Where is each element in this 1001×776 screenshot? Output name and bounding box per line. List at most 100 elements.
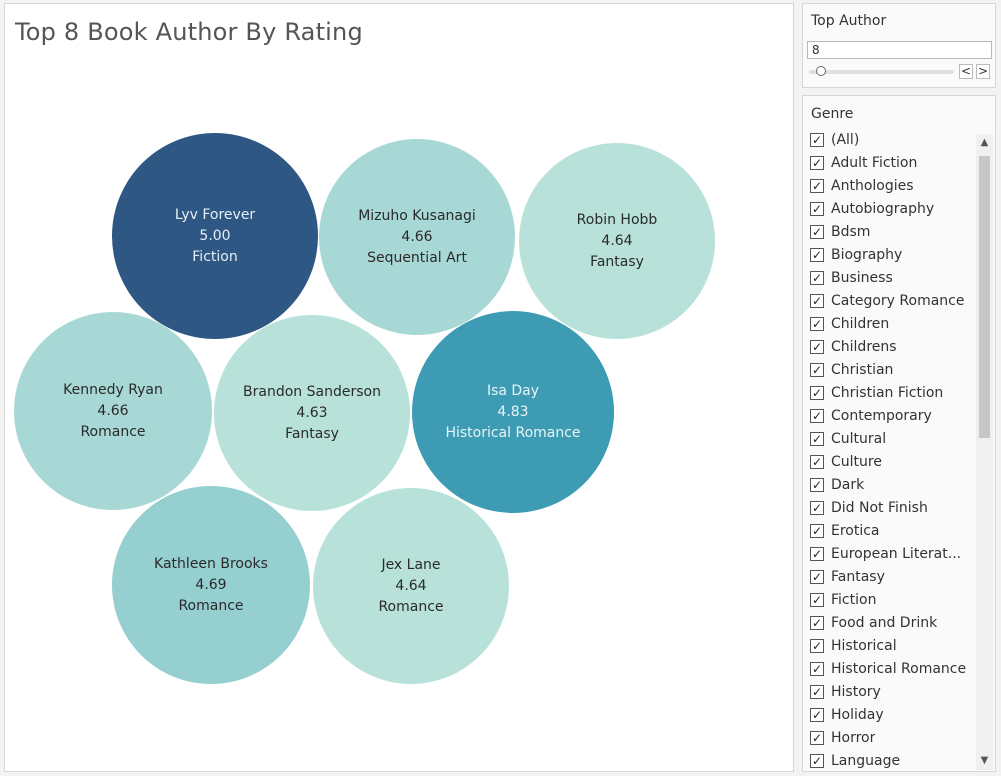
bubble-author: Kathleen Brooks: [154, 555, 268, 572]
genre-label: Food and Drink: [831, 615, 938, 631]
checkbox-checked-icon[interactable]: ✓: [810, 754, 824, 768]
genre-label: Christian Fiction: [831, 385, 944, 401]
top-author-slider-track[interactable]: [809, 70, 954, 74]
genre-label: Bdsm: [831, 224, 871, 240]
genre-label: Biography: [831, 247, 903, 263]
genre-filter-panel: Genre: [802, 95, 996, 772]
checkbox-checked-icon[interactable]: ✓: [810, 248, 824, 262]
bubble-author: Isa Day: [486, 382, 540, 399]
genre-label: Childrens: [831, 339, 897, 355]
checkbox-checked-icon[interactable]: ✓: [810, 363, 824, 377]
top-author-title: Top Author: [811, 13, 887, 29]
genre-label: Language: [831, 753, 901, 769]
checkbox-checked-icon[interactable]: ✓: [810, 685, 824, 699]
checkbox-checked-icon[interactable]: ✓: [810, 317, 824, 331]
genre-label: (All): [831, 132, 860, 148]
bubble-author: Jex Lane: [381, 556, 441, 573]
bubble-genre: Sequential Art: [367, 249, 467, 266]
bubble-rating: 4.83: [497, 403, 529, 420]
scroll-up-icon[interactable]: ▲: [980, 137, 989, 148]
checkbox-checked-icon[interactable]: ✓: [810, 271, 824, 285]
genre-label: Business: [831, 270, 893, 286]
checkbox-checked-icon[interactable]: ✓: [810, 294, 824, 308]
bubble-rating: 4.64: [395, 577, 427, 594]
genre-scrollbar[interactable]: ▲ ▼: [976, 134, 993, 770]
genre-label: Did Not Finish: [831, 500, 928, 516]
bubble-rating: 4.69: [195, 576, 227, 593]
author-bubble[interactable]: Mizuho Kusanagi 4.66 Sequential Art: [319, 139, 515, 335]
bubble-genre: Romance: [178, 597, 244, 614]
bubble-rating: 4.64: [601, 232, 633, 249]
increment-button[interactable]: >: [976, 64, 990, 79]
author-bubble[interactable]: Robin Hobb 4.64 Fantasy: [519, 143, 715, 339]
genre-label: Autobiography: [831, 201, 935, 217]
genre-label: Adult Fiction: [831, 155, 918, 171]
checkbox-checked-icon[interactable]: ✓: [810, 225, 824, 239]
genre-label: Contemporary: [831, 408, 932, 424]
checkbox-checked-icon[interactable]: ✓: [810, 731, 824, 745]
genre-label: Historical Romance: [831, 661, 967, 677]
checkbox-checked-icon[interactable]: ✓: [810, 478, 824, 492]
genre-label: Dark: [831, 477, 865, 493]
bubble-author: Lyv Forever: [174, 206, 256, 223]
bubble-genre: Romance: [378, 598, 444, 615]
checkbox-checked-icon[interactable]: ✓: [810, 524, 824, 538]
checkbox-checked-icon[interactable]: ✓: [810, 708, 824, 722]
bubble-author: Robin Hobb: [576, 211, 658, 228]
genre-filter-title: Genre: [811, 106, 854, 122]
checkbox-checked-icon[interactable]: ✓: [810, 593, 824, 607]
bubble-genre: Fantasy: [590, 253, 644, 270]
checkbox-checked-icon[interactable]: ✓: [810, 179, 824, 193]
checkbox-checked-icon[interactable]: ✓: [810, 432, 824, 446]
genre-label: Christian: [831, 362, 894, 378]
author-bubble[interactable]: Kennedy Ryan 4.66 Romance: [14, 312, 212, 510]
genre-label: Anthologies: [831, 178, 914, 194]
author-bubble[interactable]: Jex Lane 4.64 Romance: [313, 488, 509, 684]
bubble-rating: 5.00: [199, 227, 231, 244]
checkbox-checked-icon[interactable]: ✓: [810, 662, 824, 676]
genre-label: Culture: [831, 454, 882, 470]
bubble-author: Mizuho Kusanagi: [358, 207, 476, 224]
checkbox-checked-icon[interactable]: ✓: [810, 202, 824, 216]
bubble-rating: 4.66: [97, 402, 129, 419]
bubble-rating: 4.66: [401, 228, 433, 245]
genre-label: Fantasy: [831, 569, 885, 585]
genre-label: Fiction: [831, 592, 877, 608]
author-bubble[interactable]: Kathleen Brooks 4.69 Romance: [112, 486, 310, 684]
viz-title: Top 8 Book Author By Rating: [15, 18, 363, 46]
genre-label: History: [831, 684, 881, 700]
genre-label: Erotica: [831, 523, 880, 539]
checkbox-checked-icon[interactable]: ✓: [810, 409, 824, 423]
author-bubble[interactable]: Brandon Sanderson 4.63 Fantasy: [214, 315, 410, 511]
checkbox-checked-icon[interactable]: ✓: [810, 340, 824, 354]
author-bubble[interactable]: Isa Day 4.83 Historical Romance: [412, 311, 614, 513]
bubble-chart: Lyv Forever 5.00 Fiction Mizuho Kusanagi 4.6…: [5, 4, 793, 771]
genre-label: Holiday: [831, 707, 884, 723]
genre-label: Children: [831, 316, 890, 332]
bubble-genre: Romance: [80, 423, 146, 440]
author-bubble[interactable]: Lyv Forever 5.00 Fiction: [112, 133, 318, 339]
top-author-panel: Top Author < >: [802, 3, 996, 88]
checkbox-checked-icon[interactable]: ✓: [810, 386, 824, 400]
genre-label: European Literat...: [831, 546, 962, 562]
scroll-down-icon[interactable]: ▼: [980, 755, 989, 766]
viz-sheet: Top 8 Book Author By Rating Lyv Forever 5…: [4, 3, 794, 772]
checkbox-checked-icon[interactable]: ✓: [810, 133, 824, 147]
genre-label: Cultural: [831, 431, 887, 447]
genre-label: Category Romance: [831, 293, 965, 309]
checkbox-checked-icon[interactable]: ✓: [810, 570, 824, 584]
top-author-input[interactable]: [807, 41, 992, 59]
checkbox-checked-icon[interactable]: ✓: [810, 455, 824, 469]
checkbox-checked-icon[interactable]: ✓: [810, 547, 824, 561]
top-author-slider-thumb[interactable]: [816, 66, 826, 76]
genre-label: Historical: [831, 638, 897, 654]
decrement-button[interactable]: <: [959, 64, 973, 79]
genre-label: Horror: [831, 730, 876, 746]
scroll-thumb[interactable]: [979, 156, 990, 438]
checkbox-checked-icon[interactable]: ✓: [810, 156, 824, 170]
checkbox-checked-icon[interactable]: ✓: [810, 616, 824, 630]
checkbox-checked-icon[interactable]: ✓: [810, 639, 824, 653]
bubble-author: Brandon Sanderson: [243, 383, 381, 400]
checkbox-checked-icon[interactable]: ✓: [810, 501, 824, 515]
bubble-genre: Historical Romance: [445, 424, 581, 441]
